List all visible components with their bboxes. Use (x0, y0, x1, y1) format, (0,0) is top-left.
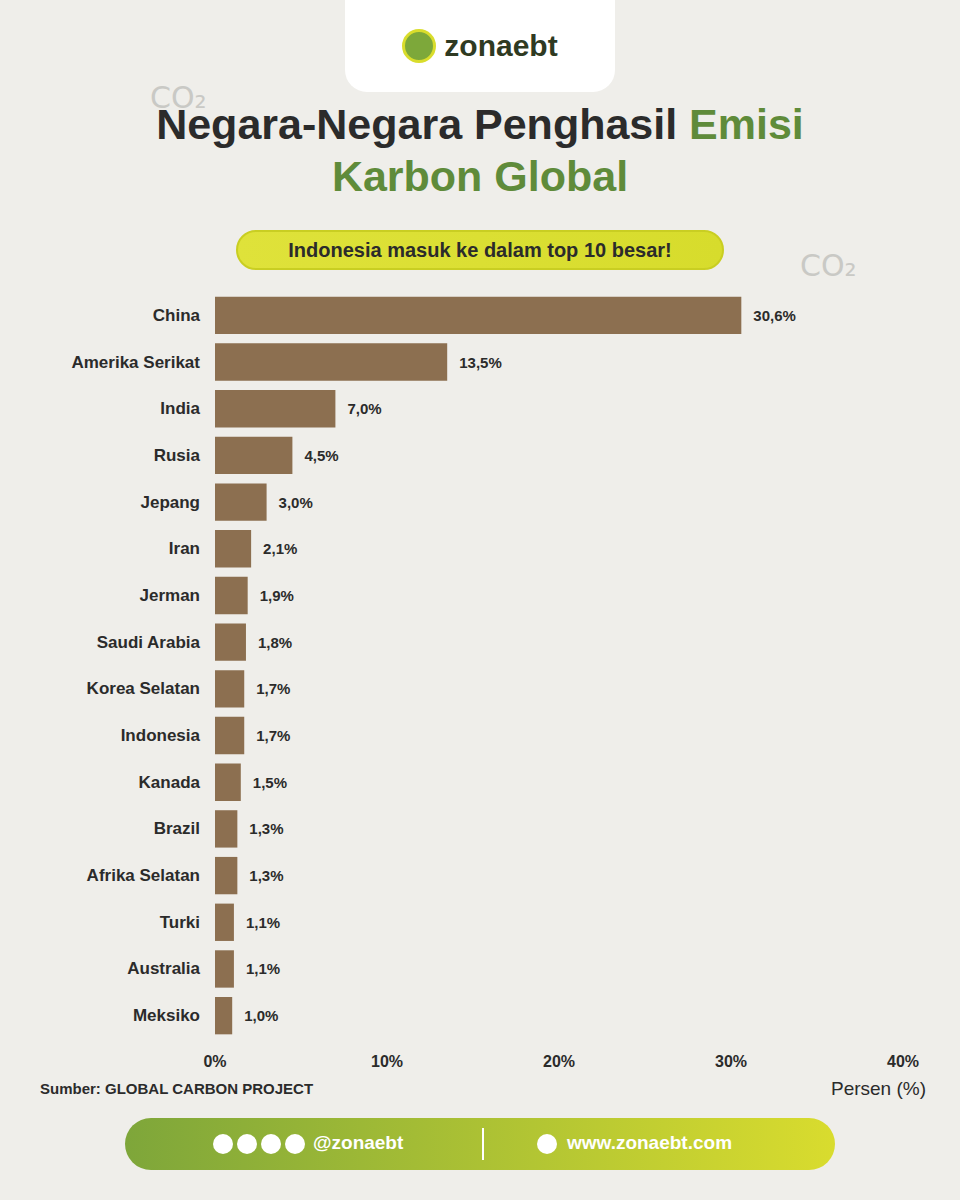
html-text:CO₂: CO₂ (150, 80, 207, 115)
html-text:www.zonaebt.com: www.zonaebt.com (567, 1132, 732, 1153)
svg-text:7,0%: 7,0% (347, 400, 381, 417)
svg-text:Brazil: Brazil (154, 819, 200, 838)
svg-text:1,3%: 1,3% (249, 867, 283, 884)
svg-text:Jepang: Jepang (140, 493, 200, 512)
html-text:zonaebt: zonaebt (444, 29, 558, 62)
svg-text:Saudi Arabia: Saudi Arabia (97, 633, 201, 652)
svg-text:20%: 20% (543, 1053, 575, 1070)
svg-text:Afrika Selatan: Afrika Selatan (87, 866, 200, 885)
svg-text:China: China (153, 306, 201, 325)
svg-text:Rusia: Rusia (154, 446, 201, 465)
svg-text:Kanada: Kanada (139, 773, 201, 792)
svg-text:Australia: Australia (127, 959, 200, 978)
svg-text:India: India (160, 399, 200, 418)
svg-text:Indonesia: Indonesia (121, 726, 201, 745)
svg-text:1,7%: 1,7% (256, 727, 290, 744)
svg-text:Meksiko: Meksiko (133, 1006, 200, 1025)
svg-text:30%: 30% (715, 1053, 747, 1070)
html-text:Sumber: GLOBAL CARBON PROJECT: Sumber: GLOBAL CARBON PROJECT (40, 1080, 314, 1097)
svg-text:10%: 10% (371, 1053, 403, 1070)
svg-text:1,3%: 1,3% (249, 820, 283, 837)
html-text:Karbon Global: Karbon Global (331, 152, 629, 200)
svg-text:1,1%: 1,1% (246, 914, 280, 931)
html-text:CO₂: CO₂ (800, 248, 857, 283)
svg-text:1,1%: 1,1% (246, 960, 280, 977)
svg-text:1,9%: 1,9% (260, 587, 294, 604)
svg-text:3,0%: 3,0% (279, 494, 313, 511)
svg-text:2,1%: 2,1% (263, 540, 297, 557)
svg-text:1,7%: 1,7% (256, 680, 290, 697)
svg-text:1,8%: 1,8% (258, 634, 292, 651)
svg-text:0%: 0% (203, 1053, 226, 1070)
html-text:Persen (%): Persen (%) (831, 1078, 926, 1099)
svg-text:Iran: Iran (169, 539, 200, 558)
svg-text:Korea Selatan: Korea Selatan (87, 679, 200, 698)
svg-text:Turki: Turki (160, 913, 200, 932)
svg-text:Amerika Serikat: Amerika Serikat (71, 353, 200, 372)
svg-text:1,0%: 1,0% (244, 1007, 278, 1024)
html-text:Negara-Negara Penghasil Emisi: Negara-Negara Penghasil Emisi (156, 100, 804, 148)
svg-text:40%: 40% (887, 1053, 919, 1070)
svg-text:1,5%: 1,5% (253, 774, 287, 791)
svg-text:4,5%: 4,5% (304, 447, 338, 464)
svg-text:Jerman: Jerman (140, 586, 200, 605)
html-text:Indonesia masuk ke dalam top 1: Indonesia masuk ke dalam top 10 besar! (288, 239, 672, 261)
svg-text:30,6%: 30,6% (753, 307, 796, 324)
html-text:@zonaebt: @zonaebt (313, 1132, 404, 1153)
svg-text:13,5%: 13,5% (459, 354, 502, 371)
